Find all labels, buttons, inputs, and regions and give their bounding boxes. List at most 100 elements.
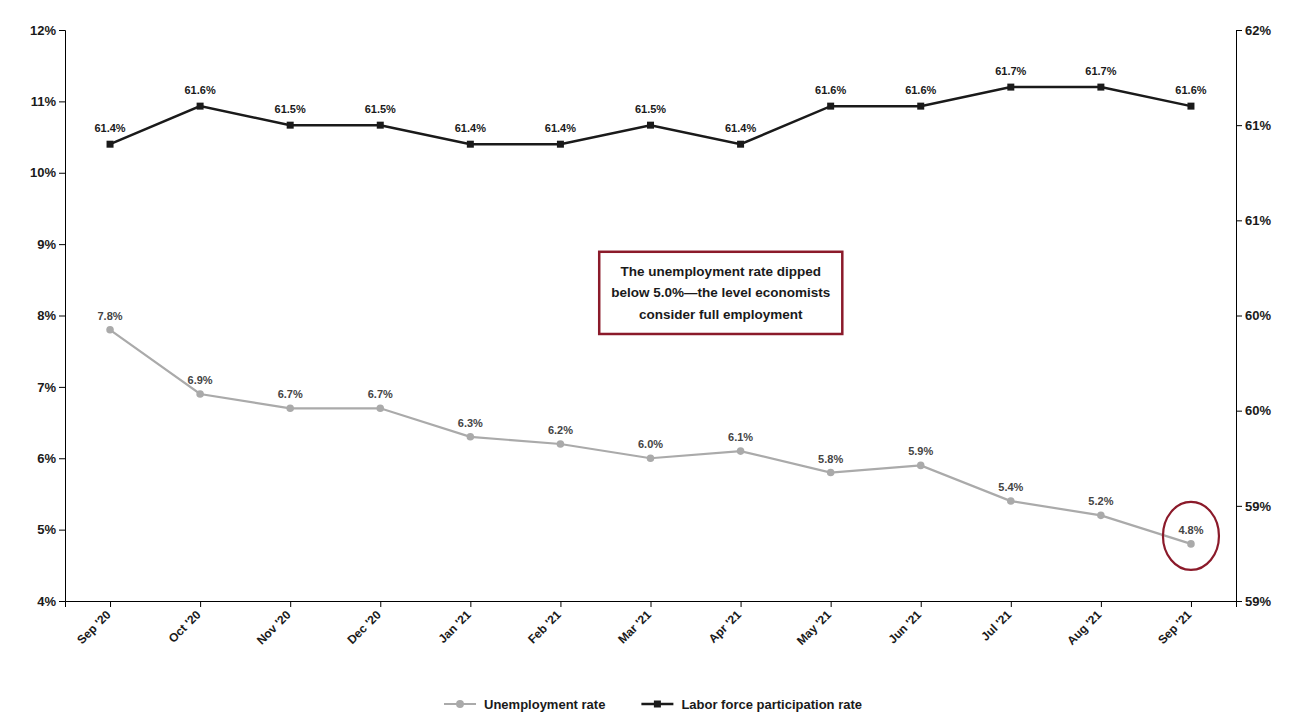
tick-mark — [921, 601, 922, 607]
tick: 9% — [37, 237, 65, 252]
tick: 5% — [37, 522, 65, 537]
axis-line — [1237, 31, 1243, 602]
data-label: 6.0% — [638, 438, 663, 450]
data-label: 6.7% — [368, 388, 393, 400]
tick-mark — [59, 458, 65, 459]
tick: Feb '21 — [525, 601, 564, 646]
tick-label: Apr '21 — [706, 607, 745, 646]
axis-line — [59, 31, 66, 602]
tick-label: Jan '21 — [435, 607, 474, 646]
tick: 6% — [37, 451, 65, 466]
y-axis: 4%5%6%7%8%9%10%11%12% — [30, 23, 66, 609]
tick: Aug '21 — [1064, 601, 1104, 648]
marker — [827, 469, 835, 477]
marker — [1007, 497, 1015, 505]
annotations: The unemployment rate dippedbelow 5.0%—t… — [599, 252, 1219, 570]
marker — [377, 122, 384, 129]
tick-label: 9% — [37, 237, 56, 252]
marker — [467, 433, 475, 441]
tick-mark — [1236, 601, 1242, 602]
data-label: 61.7% — [1085, 65, 1116, 77]
data-label: 61.5% — [275, 103, 306, 115]
tick: 61% — [1236, 118, 1271, 133]
tick: Dec '20 — [344, 601, 384, 647]
tick-label: 60% — [1245, 308, 1271, 323]
marker — [557, 141, 564, 148]
tick-label: Jun '21 — [885, 607, 924, 646]
annotation: The unemployment rate dippedbelow 5.0%—t… — [599, 252, 842, 334]
legend-marker — [654, 701, 661, 708]
tick-label: Nov '20 — [254, 607, 294, 647]
legend-item: Unemployment rate — [444, 697, 605, 712]
tick-label: Mar '21 — [615, 607, 654, 646]
chart: Sep '20 Oct '20 Nov '20 Dec '20 Jan '21 Feb '… — [0, 0, 1306, 726]
tick-mark — [470, 601, 471, 607]
tick-mark — [741, 601, 742, 607]
marker — [376, 405, 384, 413]
tick-label: Feb '21 — [525, 607, 564, 646]
data-label: 61.6% — [815, 84, 846, 96]
data-label: 6.1% — [728, 431, 753, 443]
tick: Jul '21 — [978, 601, 1014, 644]
marker — [467, 141, 474, 148]
tick: 11% — [31, 94, 65, 109]
series — [106, 326, 1194, 548]
annotation-box — [599, 252, 842, 334]
tick: May '21 — [794, 601, 834, 648]
data-label: 61.5% — [365, 103, 396, 115]
tick: 12% — [30, 23, 65, 38]
tick-label: 61% — [1245, 213, 1271, 228]
tick-mark — [290, 601, 291, 607]
tick-mark — [59, 101, 65, 102]
tick: Sep '21 — [1155, 601, 1195, 647]
tick-label: 10% — [30, 165, 56, 180]
tick-label: 59% — [1245, 594, 1271, 609]
y2-axis: 59%59%60%60%61%61%62% — [1236, 23, 1271, 609]
axis-line — [66, 602, 1237, 608]
data-label: 61.6% — [905, 84, 936, 96]
tick-label: Jul '21 — [978, 607, 1014, 643]
tick-label: 7% — [37, 380, 56, 395]
tick: Jun '21 — [885, 601, 924, 646]
marker — [917, 103, 924, 110]
annotation-text: The unemployment rate dippedbelow 5.0%—t… — [611, 264, 830, 322]
legend-label: Unemployment rate — [484, 697, 605, 712]
marker — [286, 405, 294, 413]
tick: 61% — [1236, 213, 1271, 228]
tick-mark — [59, 173, 65, 174]
tick-mark — [1101, 601, 1102, 607]
line — [110, 87, 1191, 144]
data-label: 6.2% — [548, 424, 573, 436]
tick-label: Dec '20 — [344, 607, 384, 647]
data-label: 5.4% — [998, 481, 1023, 493]
tick-mark — [560, 601, 561, 607]
legend-label: Labor force participation rate — [681, 697, 862, 712]
tick: 60% — [1236, 403, 1271, 418]
marker — [647, 122, 654, 129]
legend-item: Labor force participation rate — [641, 697, 862, 712]
tick: Oct '20 — [166, 601, 204, 646]
data-label: 61.4% — [94, 122, 125, 134]
tick-label: Sep '20 — [74, 607, 114, 647]
data-label: 61.4% — [455, 122, 486, 134]
tick-mark — [59, 244, 65, 245]
data-label: 61.7% — [995, 65, 1026, 77]
series-group — [106, 84, 1194, 548]
tick: 59% — [1236, 594, 1271, 609]
marker — [106, 326, 114, 334]
tick-mark — [1236, 506, 1242, 507]
marker — [1097, 84, 1104, 91]
marker — [827, 103, 834, 110]
tick-mark — [1011, 601, 1012, 607]
tick-label: 6% — [37, 451, 56, 466]
tick: 60% — [1236, 308, 1271, 323]
tick-mark — [1191, 601, 1192, 607]
data-label: 7.8% — [97, 310, 122, 322]
data-label: 5.8% — [818, 453, 843, 465]
tick-mark — [59, 30, 65, 31]
tick-mark — [651, 601, 652, 607]
tick-label: 61% — [1245, 118, 1271, 133]
marker — [1007, 84, 1014, 91]
tick-mark — [59, 530, 65, 531]
marker — [1187, 103, 1194, 110]
